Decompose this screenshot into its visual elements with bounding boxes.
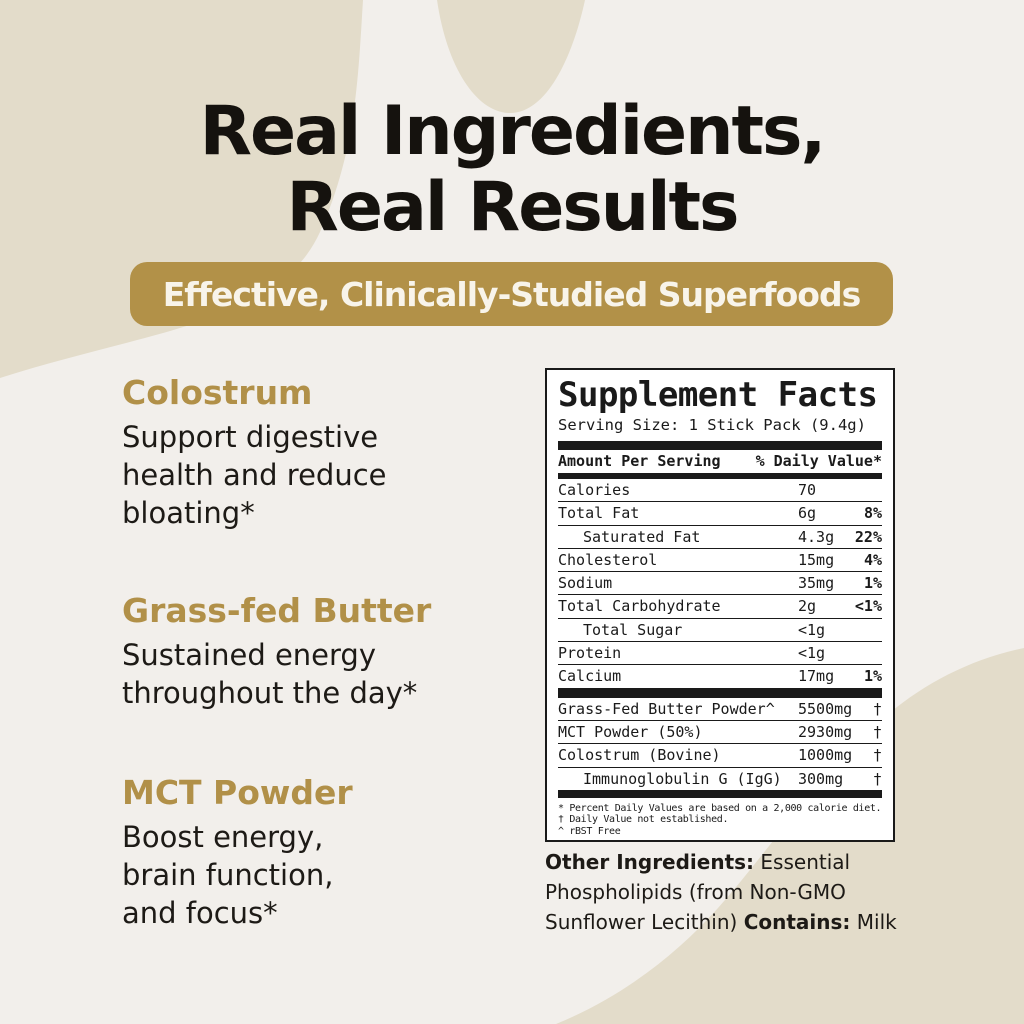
other-ingredients-line: Sunflower Lecithin) Contains: Milk <box>545 907 905 937</box>
row-daily-value: † <box>872 746 882 765</box>
row-name: Calories <box>558 481 631 499</box>
daily-value-header: % Daily Value* <box>755 452 882 470</box>
description-line: health and reduce <box>122 458 387 492</box>
row-name: MCT Powder (50%) <box>558 722 703 741</box>
nutrient-row: Calories 70 <box>558 479 882 501</box>
contains-text: Milk <box>850 910 897 934</box>
active-ingredient-row: Colostrum (Bovine) 1000mg † <box>558 743 882 766</box>
subtitle-banner: Effective, Clinically-Studied Superfoods <box>130 262 893 326</box>
contains-label: Contains: <box>743 910 851 934</box>
active-ingredient-row: Grass-Fed Butter Powder^ 5500mg † <box>558 698 882 720</box>
footnote-line: ^ rBST Free <box>558 825 621 837</box>
row-amount: 300mg <box>798 769 844 788</box>
nutrient-row: Sodium 35mg 1% <box>558 571 882 594</box>
page-title-line-1: Real Ingredients, <box>199 92 827 171</box>
supplement-facts-panel: Supplement Facts Serving Size: 1 Stick P… <box>545 368 895 842</box>
divider-bar-thick <box>558 473 882 479</box>
row-amount: 6g <box>798 504 817 523</box>
row-amount: 35mg <box>798 574 835 593</box>
nutrient-row: Total Fat 6g 8% <box>558 501 882 524</box>
row-amount: 5500mg <box>798 699 853 718</box>
ingredient-description: Support digestive health and reduce bloa… <box>122 418 462 532</box>
row-daily-value: 1% <box>863 667 882 686</box>
row-amount: 15mg <box>798 550 835 569</box>
row-daily-value: <1% <box>854 597 882 616</box>
description-line: bloating* <box>122 496 255 530</box>
row-amount: 2g <box>798 597 817 616</box>
row-amount: 70 <box>798 481 817 499</box>
serving-size: Serving Size: 1 Stick Pack (9.4g) <box>558 416 866 434</box>
nutrient-row: Total Sugar <1g <box>558 617 882 641</box>
divider-bar-thick <box>558 687 882 698</box>
row-daily-value: 1% <box>863 574 882 593</box>
active-ingredient-row: Immunoglobulin G (IgG) 300mg † <box>558 766 882 790</box>
row-amount: 17mg <box>798 667 835 686</box>
row-daily-value: 22% <box>854 527 882 546</box>
facts-column-headers: Amount Per Serving % Daily Value* <box>558 450 882 473</box>
row-name: Total Sugar <box>583 620 683 639</box>
row-daily-value: 4% <box>863 550 882 569</box>
row-daily-value: † <box>872 722 882 741</box>
row-amount: <1g <box>798 620 826 639</box>
blob-top-center <box>437 0 585 114</box>
description-line: Support digestive <box>122 420 379 454</box>
row-daily-value: † <box>872 699 882 718</box>
nutrient-row: Cholesterol 15mg 4% <box>558 547 882 571</box>
row-name: Cholesterol <box>558 550 658 569</box>
row-daily-value: † <box>872 769 882 788</box>
ingredient-name: Grass-fed Butter <box>122 591 432 630</box>
ingredient-name: Colostrum <box>122 373 313 412</box>
other-ingredients-text: Sunflower Lecithin) <box>545 910 744 934</box>
row-amount: <1g <box>798 644 826 663</box>
description-line: Sustained energy <box>122 638 376 672</box>
divider-bar-thick <box>558 789 882 798</box>
nutrients-table: Calories 70 Total Fat 6g 8% Saturated Fat 4.3g… <box>558 479 882 688</box>
other-ingredients-label: Other Ingredients: <box>545 850 755 874</box>
row-name: Immunoglobulin G (IgG) <box>583 769 782 788</box>
other-ingredients-line: Phospholipids (from Non-GMO <box>545 880 846 904</box>
footnote-line: † Daily Value not established. <box>558 814 729 826</box>
ingredient-description: Boost energy, brain function, and focus* <box>122 818 462 932</box>
subtitle-banner-text: Effective, Clinically-Studied Superfoods <box>162 274 861 314</box>
active-ingredient-row: MCT Powder (50%) 2930mg † <box>558 719 882 743</box>
description-line: and focus* <box>122 896 278 930</box>
description-line: Boost energy, <box>122 820 324 854</box>
row-name: Total Fat <box>558 504 640 523</box>
row-amount: 2930mg <box>798 722 853 741</box>
nutrient-row: Calcium 17mg 1% <box>558 664 882 687</box>
row-daily-value: 8% <box>863 504 882 523</box>
page-title-line-2: Real Results <box>286 168 739 247</box>
facts-footnotes: * Percent Daily Values are based on a 2,… <box>558 803 882 838</box>
row-amount: 1000mg <box>798 746 853 765</box>
amount-per-serving-header: Amount Per Serving <box>558 452 721 470</box>
footnote-line: * Percent Daily Values are based on a 2,… <box>558 802 882 814</box>
other-ingredients-text: Essential <box>754 850 851 874</box>
supplement-facts-title: Supplement Facts <box>558 375 878 415</box>
other-ingredients: Other Ingredients: Essential Phospholipi… <box>545 847 905 937</box>
nutrient-row: Protein <1g <box>558 641 882 664</box>
description-line: throughout the day* <box>122 676 418 710</box>
other-ingredients-line: Other Ingredients: Essential <box>545 847 905 877</box>
row-name: Saturated Fat <box>583 527 701 546</box>
row-amount: 4.3g <box>798 527 835 546</box>
row-name: Grass-Fed Butter Powder^ <box>558 699 775 718</box>
nutrient-row: Saturated Fat 4.3g 22% <box>558 524 882 548</box>
ingredient-name: MCT Powder <box>122 773 353 812</box>
ingredient-block-mct-powder: MCT Powder Boost energy, brain function,… <box>122 774 462 932</box>
row-name: Protein <box>558 644 622 663</box>
divider-bar-thick <box>558 441 882 450</box>
row-name: Sodium <box>558 574 613 593</box>
description-line: brain function, <box>122 858 334 892</box>
row-name: Calcium <box>558 667 622 686</box>
ingredient-block-colostrum: Colostrum Support digestive health and r… <box>122 374 462 532</box>
nutrient-row: Total Carbohydrate 2g <1% <box>558 594 882 617</box>
active-ingredients-table: Grass-Fed Butter Powder^ 5500mg † MCT Powde… <box>558 698 882 790</box>
ingredient-block-grass-fed-butter: Grass-fed Butter Sustained energy throug… <box>122 592 462 712</box>
row-name: Colostrum (Bovine) <box>558 746 721 765</box>
page-title: Real Ingredients, Real Results <box>0 94 1024 246</box>
ingredient-description: Sustained energy throughout the day* <box>122 636 462 712</box>
row-name: Total Carbohydrate <box>558 597 721 616</box>
